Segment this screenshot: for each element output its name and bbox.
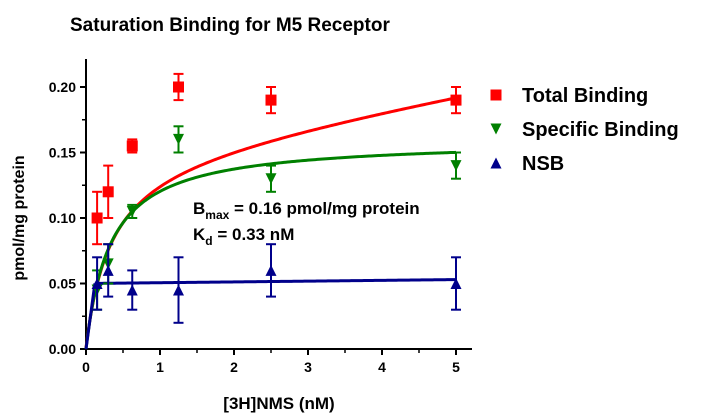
total-binding-fit-curve bbox=[84, 96, 457, 348]
nsb-point bbox=[102, 264, 114, 276]
bmax-symbol: B bbox=[193, 199, 205, 218]
legend: Total Binding Specific Binding NSB bbox=[490, 85, 679, 175]
y-tick-label: 0.10 bbox=[49, 210, 76, 226]
specific-binding-point bbox=[126, 205, 138, 217]
total-binding-point bbox=[265, 94, 277, 106]
y-axis-label: pmol/mg protein bbox=[11, 155, 28, 280]
x-axis-label: [3H]NMS (nM) bbox=[223, 394, 334, 413]
nsb-point bbox=[126, 284, 138, 296]
kd-value: = 0.33 nM bbox=[213, 225, 295, 244]
kd-symbol: K bbox=[193, 225, 206, 244]
y-tick-label: 0.15 bbox=[49, 145, 76, 161]
total-binding-point bbox=[91, 212, 103, 224]
specific-binding-point bbox=[265, 173, 277, 185]
nsb-point bbox=[265, 264, 277, 276]
total-binding-point bbox=[173, 81, 184, 93]
x-tick-label: 5 bbox=[452, 359, 460, 375]
y-tick-label: 0.20 bbox=[49, 79, 76, 95]
total-binding-point bbox=[102, 186, 114, 198]
total-binding-point bbox=[126, 140, 138, 152]
x-tick-label: 2 bbox=[230, 359, 238, 375]
nsb-fit-line bbox=[84, 278, 457, 350]
x-tick-label: 0 bbox=[82, 359, 90, 375]
bmax-annotation: Bmax = 0.16 pmol/mg protein bbox=[193, 199, 420, 222]
y-tick-label: 0.00 bbox=[49, 341, 76, 357]
nsb-point bbox=[91, 278, 103, 289]
legend-marker-specific-binding bbox=[490, 123, 502, 135]
legend-label-nsb: NSB bbox=[522, 153, 564, 175]
legend-marker-nsb bbox=[490, 157, 502, 169]
x-tick-label: 1 bbox=[156, 359, 164, 375]
total-binding-point bbox=[450, 94, 462, 106]
nsb-point bbox=[450, 278, 462, 289]
y-tick-label: 0.05 bbox=[49, 276, 76, 292]
x-tick-label: 4 bbox=[378, 359, 386, 375]
specific-binding-fit-curve bbox=[84, 150, 457, 350]
plot-area: 0 1 2 3 4 5 0.00 0.05 0.10 0.15 0.20 bbox=[49, 59, 472, 375]
legend-label-specific-binding: Specific Binding bbox=[522, 119, 679, 141]
chart-title: Saturation Binding for M5 Receptor bbox=[70, 15, 390, 36]
bmax-value: = 0.16 pmol/mg protein bbox=[229, 199, 419, 218]
legend-marker-total-binding bbox=[490, 89, 502, 101]
specific-binding-point bbox=[173, 133, 184, 145]
kd-annotation: Kd = 0.33 nM bbox=[193, 225, 294, 248]
specific-binding-point bbox=[450, 160, 462, 172]
legend-label-total-binding: Total Binding bbox=[522, 85, 648, 107]
bmax-subscript: max bbox=[205, 208, 229, 222]
kd-subscript: d bbox=[205, 234, 212, 248]
x-tick-label: 3 bbox=[304, 359, 312, 375]
nsb-point bbox=[173, 284, 184, 296]
